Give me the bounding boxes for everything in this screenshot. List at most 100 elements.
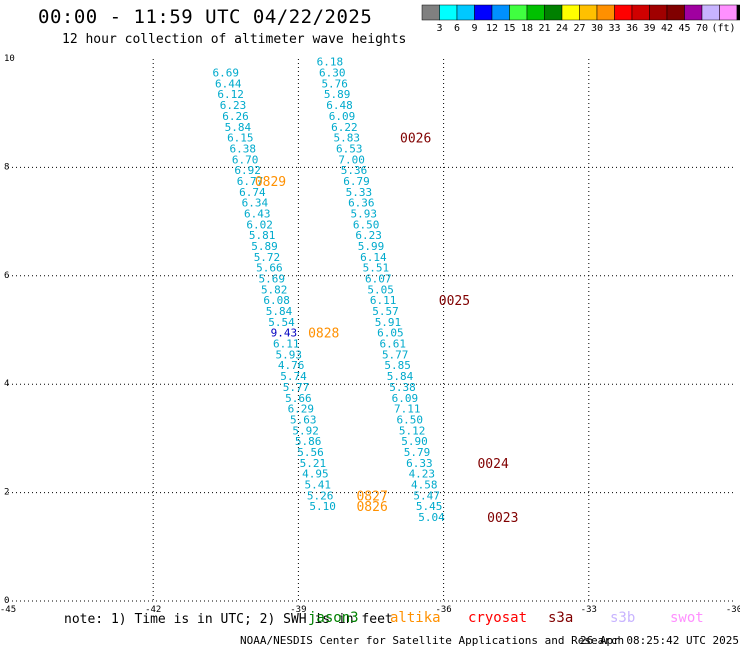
- wave-height-point: 6.34: [242, 197, 269, 210]
- wave-height-point: 6.08: [263, 294, 290, 307]
- wave-height-point: 5.93: [350, 207, 377, 220]
- wave-height-point: 5.89: [324, 88, 351, 101]
- legend-label: 30: [591, 23, 603, 34]
- y-tick-label: 0: [4, 596, 9, 606]
- wave-height-point: 5.82: [261, 283, 288, 296]
- wave-height-point: 6.79: [343, 175, 370, 188]
- legend-label: 39: [643, 23, 655, 34]
- wave-height-point: 6.29: [288, 403, 315, 416]
- legend-label: 12: [486, 23, 498, 34]
- wave-height-point: 6.02: [246, 218, 273, 231]
- wave-height-point: 5.45: [416, 500, 443, 513]
- wave-height-point: 4.58: [411, 478, 438, 491]
- pass-time-label: 0828: [308, 327, 339, 342]
- chart-title: 00:00 - 11:59 UTC 04/22/2025: [38, 6, 373, 28]
- wave-height-plot: -45 -42 -39 -36 -33 -3002468106.696.446.126.2…: [0, 54, 740, 615]
- wave-height-point: 5.90: [401, 435, 428, 448]
- legend-label: 45: [678, 23, 690, 34]
- legend-label: (ft): [711, 23, 735, 34]
- wave-height-point: 5.93: [275, 348, 302, 361]
- y-tick-label: 4: [4, 379, 9, 389]
- wave-height-point: 7.00: [338, 153, 365, 166]
- wave-height-point: 4.95: [302, 468, 329, 481]
- y-tick-label: 2: [4, 488, 9, 498]
- wave-height-point: 5.66: [285, 392, 312, 405]
- x-tick-label: -39: [290, 605, 306, 615]
- wave-height-point: 6.53: [336, 142, 363, 155]
- legend-label: 36: [626, 23, 638, 34]
- satellite-s3a: s3a: [548, 610, 574, 626]
- wave-height-point: 5.04: [418, 511, 445, 524]
- wave-height-point: 5.77: [382, 348, 409, 361]
- wave-height-point: 6.92: [234, 164, 261, 177]
- satellite-altika: altika: [390, 610, 441, 626]
- wave-height-point: 5.99: [358, 240, 385, 253]
- wave-height-point: 5.33: [346, 186, 373, 199]
- pass-time-label: 0025: [439, 294, 470, 309]
- color-legend: 3 6 9 12 15 18 21 24 27 30 33 36 39 42 45 70 (ft): [421, 4, 740, 34]
- wave-height-point: 5.63: [290, 413, 317, 426]
- wave-height-point: 6.12: [217, 88, 244, 101]
- wave-height-point: 6.09: [329, 110, 356, 123]
- satellite-legend: jason3 altika cryosat s3a s3b swot: [0, 610, 740, 630]
- legend-label: 9: [471, 23, 477, 34]
- legend-label: 24: [556, 23, 568, 34]
- wave-height-point: 5.86: [295, 435, 322, 448]
- wave-height-point: 5.54: [268, 316, 295, 329]
- satellite-jason3: jason3: [308, 610, 359, 626]
- pass-time-label: 0826: [356, 500, 387, 515]
- wave-height-point: 5.36: [341, 164, 368, 177]
- wave-height-point: 6.50: [353, 218, 380, 231]
- wave-height-point: 6.74: [239, 186, 266, 199]
- wave-height-point: 5.84: [266, 305, 293, 318]
- legend-label: 18: [521, 23, 533, 34]
- wave-height-point: 5.92: [292, 424, 319, 437]
- legend-label: 42: [661, 23, 673, 34]
- y-tick-label: 8: [4, 162, 9, 172]
- wave-height-point: 5.12: [399, 424, 426, 437]
- wave-height-point: 5.41: [305, 478, 332, 491]
- x-tick-label: -30: [726, 605, 740, 615]
- x-tick-label: -33: [581, 605, 597, 615]
- wave-height-point: 6.09: [392, 392, 419, 405]
- legend-label: 70: [696, 23, 708, 34]
- wave-height-point: 5.38: [389, 381, 416, 394]
- legend-label: 27: [573, 23, 585, 34]
- wave-height-point: 4.76: [278, 359, 305, 372]
- wave-height-point: 6.26: [222, 110, 249, 123]
- wave-height-point: 5.77: [283, 381, 310, 394]
- wave-height-point: 6.48: [326, 99, 353, 112]
- wave-height-point: 5.84: [225, 121, 252, 134]
- wave-height-point: 6.14: [360, 251, 387, 264]
- wave-height-point: 4.23: [409, 468, 436, 481]
- legend-label: 3: [436, 23, 442, 34]
- wave-height-point: 5.91: [375, 316, 402, 329]
- wave-height-point: 5.76: [321, 77, 348, 90]
- legend-label: 21: [538, 23, 550, 34]
- wave-height-point: 5.69: [259, 273, 286, 286]
- wave-height-point: 5.51: [363, 262, 390, 275]
- wave-height-point: 7.11: [394, 403, 421, 416]
- wave-height-point: 6.11: [273, 338, 300, 351]
- wave-height-point: 5.26: [307, 489, 334, 502]
- wave-height-point: 6.23: [220, 99, 247, 112]
- wave-height-point: 6.44: [215, 77, 242, 90]
- chart-subtitle: 12 hour collection of altimeter wave hei…: [62, 32, 407, 47]
- x-tick-label: -45: [0, 605, 16, 615]
- pass-time-label: 0026: [400, 132, 431, 147]
- wave-height-point: 5.81: [249, 229, 276, 242]
- wave-height-point: 6.70: [232, 153, 259, 166]
- wave-height-point: 6.11: [370, 294, 397, 307]
- legend-label: 15: [503, 23, 515, 34]
- wave-height-point: 5.21: [300, 457, 327, 470]
- wave-height-point: 6.50: [396, 413, 423, 426]
- wave-height-point: 5.79: [404, 446, 431, 459]
- pass-time-label: 0827: [356, 489, 387, 504]
- wave-height-point: 6.61: [380, 338, 407, 351]
- wave-height-point: 6.07: [365, 273, 392, 286]
- wave-height-point: 5.84: [387, 370, 414, 383]
- wave-height-point: 5.47: [413, 489, 440, 502]
- x-tick-label: -36: [435, 605, 451, 615]
- footer-note: note: 1) Time is in UTC; 2) SWH is in fe…: [64, 612, 393, 627]
- wave-height-point: 6.05: [377, 327, 404, 340]
